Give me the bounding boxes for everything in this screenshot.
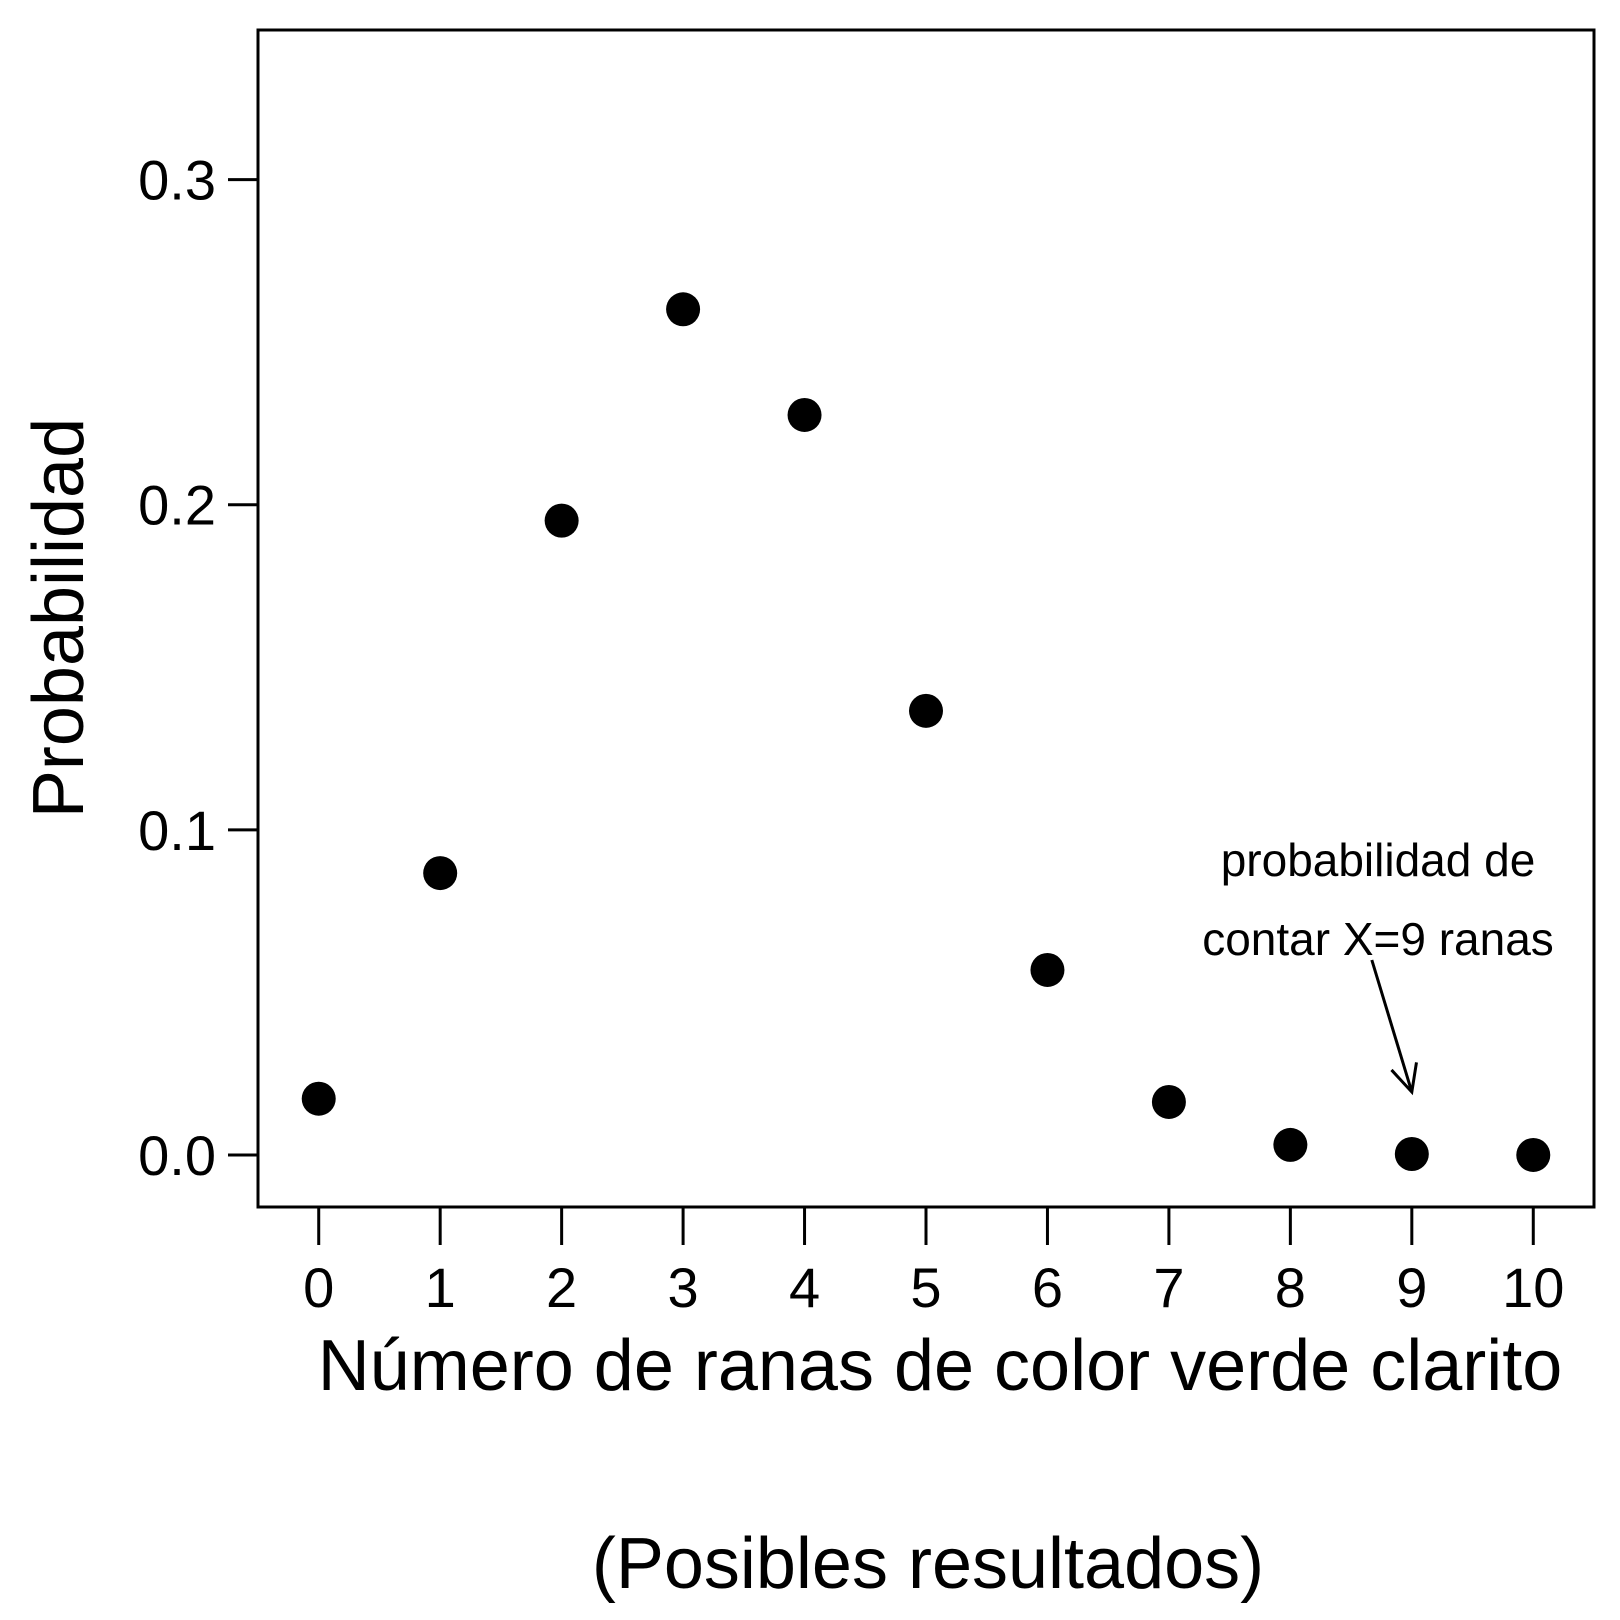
x-tick-label: 9: [1396, 1256, 1427, 1319]
x-tick-label: 8: [1275, 1256, 1306, 1319]
x-axis-title: Número de ranas de color verde clarito: [318, 1326, 1563, 1406]
annotation-line-1: probabilidad de: [1221, 834, 1536, 886]
y-tick-label: 0.0: [138, 1124, 216, 1187]
x-tick-label: 3: [668, 1256, 699, 1319]
y-tick-label: 0.1: [138, 799, 216, 862]
y-axis: 0.0 0.1 0.2 0.3: [138, 149, 258, 1187]
x-tick-label: 6: [1032, 1256, 1063, 1319]
y-tick-label: 0.3: [138, 149, 216, 212]
x-axis: 0 1 2 3 4 5 6 7 8 9 10: [303, 1207, 1564, 1319]
x-tick-label: 4: [789, 1256, 820, 1319]
data-point: [1151, 1084, 1186, 1119]
data-point: [909, 693, 943, 728]
x-tick-label: 10: [1502, 1256, 1564, 1319]
data-point: [423, 856, 458, 891]
y-tick-label: 0.2: [138, 474, 216, 537]
annotation-line-2: contar X=9 ranas: [1202, 913, 1554, 965]
x-tick-label: 7: [1153, 1256, 1184, 1319]
arrow-shaft: [1370, 959, 1414, 1093]
arrow-head: [1390, 1062, 1418, 1096]
data-point: [544, 503, 579, 538]
data-point: [787, 397, 822, 432]
data-point: [1273, 1127, 1308, 1162]
x-axis-subtitle: (Posibles resultados): [592, 1524, 1264, 1604]
annotation-arrow: [1370, 959, 1418, 1096]
y-axis-title: Probabilidad: [19, 418, 99, 818]
x-tick-label: 1: [425, 1256, 456, 1319]
x-tick-label: 2: [546, 1256, 577, 1319]
data-point: [1516, 1137, 1551, 1172]
x-tick-label: 0: [303, 1256, 334, 1319]
x-tick-label: 5: [910, 1256, 941, 1319]
data-points: [301, 292, 1551, 1172]
data-point: [666, 292, 701, 327]
data-point: [1030, 952, 1065, 987]
data-point: [301, 1081, 336, 1116]
data-point: [1394, 1137, 1429, 1172]
